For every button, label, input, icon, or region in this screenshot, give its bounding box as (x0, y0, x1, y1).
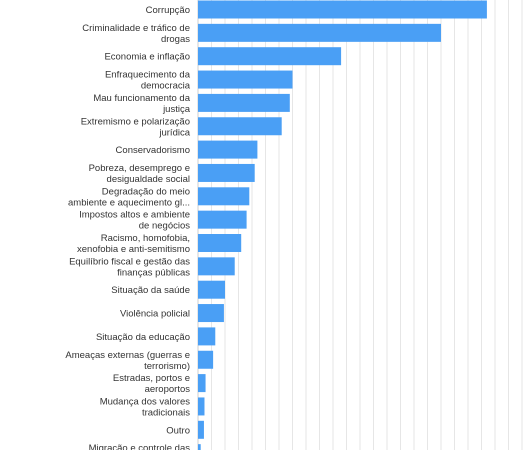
category-label-line: tradicionais (142, 407, 190, 418)
bar (198, 397, 205, 416)
category-label-line: ambiente e aquecimento gl... (68, 197, 190, 208)
bar (198, 234, 242, 252)
category-label-line: Impostos altos e ambiente (79, 210, 190, 221)
category-label-line: Equilíbrio fiscal e gestão das (69, 256, 190, 267)
category-label: Enfraquecimento da democracia (105, 70, 191, 92)
category-label-line: Extremismo e polarização (81, 116, 190, 127)
category-label-line: Degradação do meio (102, 186, 190, 197)
category-label-line: Migração e controle das (89, 443, 191, 450)
category-label-line: drogas (161, 34, 190, 45)
category-label-line: Estradas, portos e (113, 373, 190, 384)
bar (198, 187, 250, 206)
category-label-line: Criminalidade e tráfico de (82, 23, 190, 34)
category-label: Migração e controle dasfronteiras (89, 443, 191, 450)
bar (198, 210, 247, 229)
category-label: Mau funcionamento da justiça (93, 93, 190, 115)
category-label: Ameaças externas (guerras e terrorismo) (65, 350, 190, 372)
category-label-line: democracia (141, 81, 191, 92)
bar (198, 374, 206, 393)
category-label: Situação da educação (96, 332, 190, 343)
bar (198, 420, 204, 439)
category-label: Extremismo e polarização jurídica (81, 116, 191, 138)
category-label-line: Racismo, homofobia, (101, 233, 190, 244)
category-label: Mudança dos valores tradicionais (100, 396, 191, 418)
bar (198, 327, 216, 346)
category-labels: Corrupção Criminalidade e tráfico de droga… (65, 5, 190, 450)
bar (198, 70, 293, 89)
category-label: Estradas, portos e aeroportos (113, 373, 190, 395)
category-label: Degradação do meio ambiente e aquecimento… (68, 186, 190, 208)
category-label-line: Mudança dos valores (100, 396, 191, 407)
category-label: Pobreza, desemprego e desigualdade social (89, 163, 190, 185)
category-label: Conservadorismo (116, 145, 190, 156)
bar (198, 93, 290, 112)
category-label: Situação da saúde (111, 285, 190, 296)
category-label: Equilíbrio fiscal e gestão das finanças p… (69, 256, 190, 278)
bar (198, 140, 258, 159)
category-label-line: Conservadorismo (116, 145, 190, 156)
category-label-line: Economia e inflação (104, 52, 190, 63)
category-label-line: xenofobia e anti-semitismo (77, 244, 190, 255)
category-label: Corrupção (146, 5, 190, 16)
category-label: Violência policial (120, 309, 190, 320)
bar (198, 280, 225, 299)
bar (198, 304, 224, 323)
bar (198, 0, 487, 19)
category-label-line: Ameaças externas (guerras e (65, 350, 190, 361)
bar (198, 117, 282, 136)
category-label-line: Enfraquecimento da (105, 70, 191, 81)
category-label: Outro (166, 425, 190, 436)
bar (198, 163, 255, 182)
bar (198, 350, 214, 369)
bar (198, 23, 441, 42)
bar (198, 47, 342, 66)
category-label-line: aeroportos (145, 384, 191, 395)
category-label-line: Violência policial (120, 309, 190, 320)
category-label: Impostos altos e ambiente de negócios (79, 210, 190, 232)
bar (198, 257, 235, 276)
category-label-line: desigualdade social (107, 174, 190, 185)
category-label-line: Corrupção (146, 5, 190, 16)
category-label: Racismo, homofobia, xenofobia e anti-semi… (77, 233, 190, 255)
category-label-line: finanças públicas (117, 267, 190, 278)
bars (198, 0, 487, 450)
category-label-line: Mau funcionamento da (93, 93, 190, 104)
category-label: Economia e inflação (104, 52, 190, 63)
category-label-line: terrorismo) (144, 361, 190, 372)
bar (198, 444, 201, 450)
category-label-line: justiça (162, 104, 191, 115)
category-label-line: de negócios (139, 221, 190, 232)
category-label-line: jurídica (158, 127, 190, 138)
category-label-line: Pobreza, desemprego e (89, 163, 190, 174)
category-label-line: Situação da saúde (111, 285, 190, 296)
category-label-line: Outro (166, 425, 190, 436)
category-label-line: Situação da educação (96, 332, 190, 343)
category-label: Criminalidade e tráfico de drogas (82, 23, 190, 45)
